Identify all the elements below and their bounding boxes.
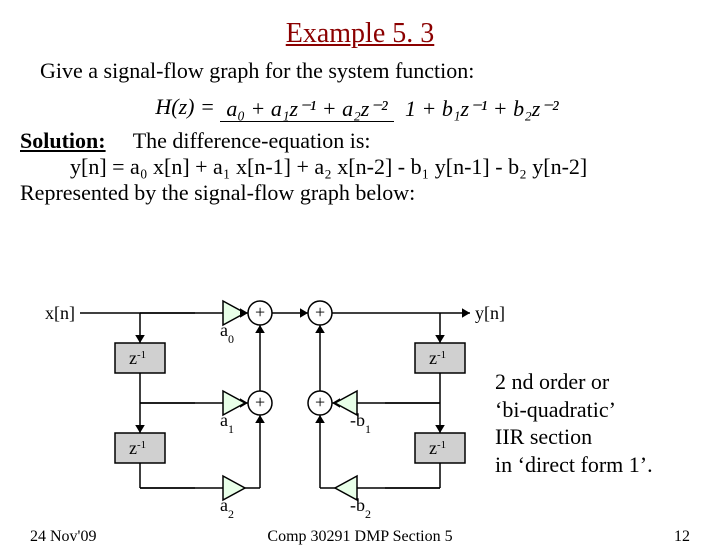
svg-text:+: + <box>315 392 325 412</box>
svg-text:a1: a1 <box>220 410 234 436</box>
svg-text:+: + <box>255 392 265 412</box>
svg-text:x[n]: x[n] <box>45 303 75 323</box>
svg-text:+: + <box>315 302 325 322</box>
svg-text:-b2: -b2 <box>350 495 371 521</box>
svg-text:+: + <box>255 302 265 322</box>
svg-text:y[n]: y[n] <box>475 303 505 323</box>
svg-text:a0: a0 <box>220 320 234 346</box>
signal-flow-diagram: x[n]y[n]z-1z-1z-1z-1a0a1a2-b1-b2++++ <box>0 18 720 558</box>
svg-text:-b1: -b1 <box>350 410 371 436</box>
svg-text:a2: a2 <box>220 495 234 521</box>
